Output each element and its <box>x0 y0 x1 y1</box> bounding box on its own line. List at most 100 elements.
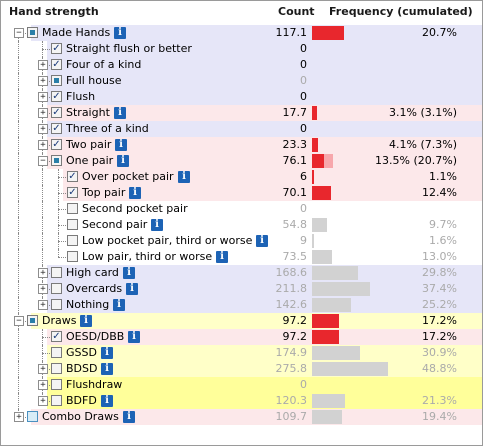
info-icon[interactable]: i <box>129 187 141 199</box>
expand-icon[interactable]: + <box>38 140 48 150</box>
tree-lines <box>1 217 121 233</box>
info-icon[interactable]: i <box>256 235 268 247</box>
tree-row-over-pocket-pair[interactable]: Over pocket pair i 6 1.1% <box>1 169 482 185</box>
checkbox-four-of-a-kind[interactable] <box>51 59 62 70</box>
info-icon[interactable]: i <box>114 27 126 39</box>
tree-row-bdfd[interactable]: + BDFD i 120.3 21.3% <box>1 393 482 409</box>
info-icon[interactable]: i <box>123 267 135 279</box>
checkbox-low-pair-third-or-worse[interactable] <box>67 251 78 262</box>
info-icon[interactable]: i <box>101 363 113 375</box>
info-icon[interactable]: i <box>128 331 140 343</box>
info-icon[interactable]: i <box>101 395 113 407</box>
expand-icon[interactable]: + <box>38 380 48 390</box>
frequency-bar <box>312 25 468 41</box>
tree-row-bdsd[interactable]: + BDSD i 275.8 48.8% <box>1 361 482 377</box>
checkbox-second-pair[interactable] <box>67 219 78 230</box>
expand-icon[interactable]: + <box>38 60 48 70</box>
info-icon[interactable]: i <box>115 139 127 151</box>
collapse-icon[interactable]: − <box>38 156 48 166</box>
tree-line <box>18 393 19 409</box>
tree-row-second-pocket-pair[interactable]: Second pocket pair 0 <box>1 201 482 217</box>
hand-strength-header[interactable]: Hand strength <box>9 5 99 18</box>
checkbox-top-pair[interactable] <box>67 187 78 198</box>
frequency-bar <box>312 393 468 409</box>
row-frequency: 48.8% <box>422 362 457 375</box>
checkbox-flushdraw[interactable] <box>51 379 62 390</box>
tree-row-draws[interactable]: − Draws i 97.2 17.2% <box>1 313 482 329</box>
info-icon[interactable]: i <box>114 107 126 119</box>
checkbox-flush[interactable] <box>51 91 62 102</box>
tree-lines <box>1 169 121 185</box>
checkbox-high-card[interactable] <box>51 267 62 278</box>
tree-row-flush[interactable]: + Flush 0 <box>1 89 482 105</box>
checkbox-draws[interactable] <box>27 315 38 326</box>
expand-icon[interactable]: + <box>38 76 48 86</box>
tree-row-made-hands[interactable]: − Made Hands i 117.1 20.7% <box>1 25 482 41</box>
frequency-bar-selected <box>312 314 339 328</box>
expand-icon[interactable]: + <box>38 268 48 278</box>
expand-icon[interactable]: + <box>38 124 48 134</box>
frequency-header[interactable]: Frequency (cumulated) <box>329 5 473 18</box>
expand-icon[interactable]: + <box>38 284 48 294</box>
tree-row-combo-draws[interactable]: + Combo Draws i 109.7 19.4% <box>1 409 482 425</box>
info-icon[interactable]: i <box>126 283 138 295</box>
expand-icon[interactable]: + <box>38 108 48 118</box>
tree-row-straight-flush-or-better[interactable]: Straight flush or better 0 <box>1 41 482 57</box>
collapse-icon[interactable]: − <box>14 316 24 326</box>
checkbox-combo-draws[interactable] <box>27 411 38 422</box>
checkbox-bdsd[interactable] <box>51 363 62 374</box>
frequency-bar <box>312 201 468 217</box>
expand-icon[interactable]: + <box>38 364 48 374</box>
info-icon[interactable]: i <box>101 347 113 359</box>
checkbox-made-hands[interactable] <box>27 27 38 38</box>
checkbox-overcards[interactable] <box>51 283 62 294</box>
tree-row-flushdraw[interactable]: + Flushdraw 0 <box>1 377 482 393</box>
frequency-bar-fill <box>312 394 345 408</box>
checkbox-oesd-dbb[interactable] <box>51 331 62 342</box>
checkbox-two-pair[interactable] <box>51 139 62 150</box>
tree-row-straight[interactable]: + Straight i 17.7 3.1% (3.1%) <box>1 105 482 121</box>
checkbox-low-pocket-pair-third-or-worse[interactable] <box>67 235 78 246</box>
checkbox-one-pair[interactable] <box>51 155 62 166</box>
collapse-icon[interactable]: − <box>14 28 24 38</box>
tree-row-low-pair-third-or-worse[interactable]: Low pair, third or worse i 73.5 13.0% <box>1 249 482 265</box>
tree-row-full-house[interactable]: + Full house 0 <box>1 73 482 89</box>
tree-row-four-of-a-kind[interactable]: + Four of a kind 0 <box>1 57 482 73</box>
checkbox-straight-flush-or-better[interactable] <box>51 43 62 54</box>
info-icon[interactable]: i <box>216 251 228 263</box>
frequency-bar <box>312 361 468 377</box>
tree-line <box>42 249 43 265</box>
tree-row-low-pocket-pair-third-or-worse[interactable]: Low pocket pair, third or worse i 9 1.6% <box>1 233 482 249</box>
checkbox-nothing[interactable] <box>51 299 62 310</box>
expand-icon[interactable]: + <box>38 300 48 310</box>
checkbox-gssd[interactable] <box>51 347 62 358</box>
tree-row-one-pair[interactable]: − One pair i 76.1 13.5% (20.7%) <box>1 153 482 169</box>
tree-row-gssd[interactable]: GSSD i 174.9 30.9% <box>1 345 482 361</box>
row-background <box>47 393 482 409</box>
tree-row-three-of-a-kind[interactable]: + Three of a kind 0 <box>1 121 482 137</box>
tree-row-nothing[interactable]: + Nothing i 142.6 25.2% <box>1 297 482 313</box>
info-icon[interactable]: i <box>113 299 125 311</box>
count-header[interactable]: Count <box>278 5 315 18</box>
tree-row-high-card[interactable]: + High card i 168.6 29.8% <box>1 265 482 281</box>
checkbox-bdfd[interactable] <box>51 395 62 406</box>
checkbox-over-pocket-pair[interactable] <box>67 171 78 182</box>
info-icon[interactable]: i <box>178 171 190 183</box>
checkbox-three-of-a-kind[interactable] <box>51 123 62 134</box>
tree-row-second-pair[interactable]: Second pair i 54.8 9.7% <box>1 217 482 233</box>
checkbox-full-house[interactable] <box>51 75 62 86</box>
info-icon[interactable]: i <box>123 411 135 423</box>
tree-row-overcards[interactable]: + Overcards i 211.8 37.4% <box>1 281 482 297</box>
info-icon[interactable]: i <box>117 155 129 167</box>
expand-icon[interactable]: + <box>38 396 48 406</box>
expand-icon[interactable]: + <box>38 92 48 102</box>
checkbox-straight[interactable] <box>51 107 62 118</box>
checkbox-second-pocket-pair[interactable] <box>67 203 78 214</box>
expand-icon[interactable]: + <box>14 412 24 422</box>
info-icon[interactable]: i <box>151 219 163 231</box>
row-label: Top pair <box>82 186 126 199</box>
info-icon[interactable]: i <box>80 315 92 327</box>
